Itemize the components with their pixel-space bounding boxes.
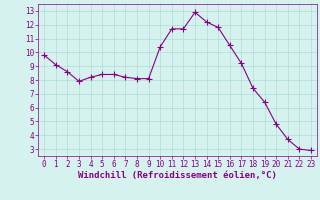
X-axis label: Windchill (Refroidissement éolien,°C): Windchill (Refroidissement éolien,°C) xyxy=(78,171,277,180)
